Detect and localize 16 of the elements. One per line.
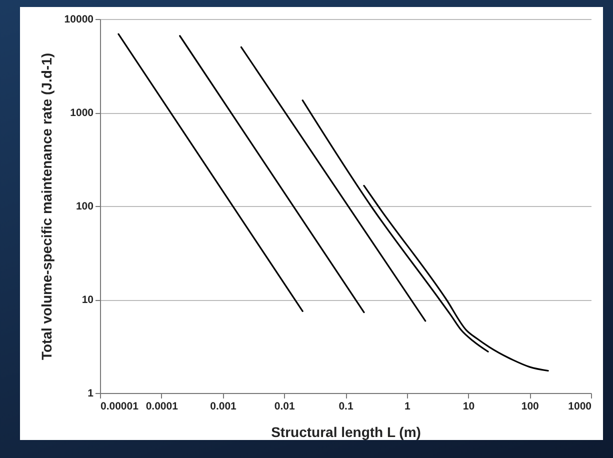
x-tick-label: 1: [404, 400, 410, 412]
y-tick-label: 10: [82, 294, 94, 306]
x-tick-label: 10: [462, 400, 475, 412]
x-tick-label: 100: [521, 400, 540, 412]
y-tick-label: 1000: [70, 107, 94, 119]
x-axis-title: Structural length L (m): [271, 424, 421, 440]
y-axis-title: Total volume-specific maintenance rate (J.d-1): [38, 52, 54, 360]
x-tick-label: 0.00001: [100, 400, 139, 412]
y-tick-label: 100: [76, 200, 94, 212]
x-tick-label: 0.01: [274, 400, 296, 412]
x-tick-label: 0.001: [210, 400, 237, 412]
y-tick-label: 10000: [64, 14, 94, 26]
x-tick-label: 0.0001: [146, 400, 178, 412]
x-tick-label: 0.1: [338, 400, 354, 412]
y-tick-label: 1: [88, 388, 94, 400]
x-tick-label: 1000: [568, 400, 592, 412]
